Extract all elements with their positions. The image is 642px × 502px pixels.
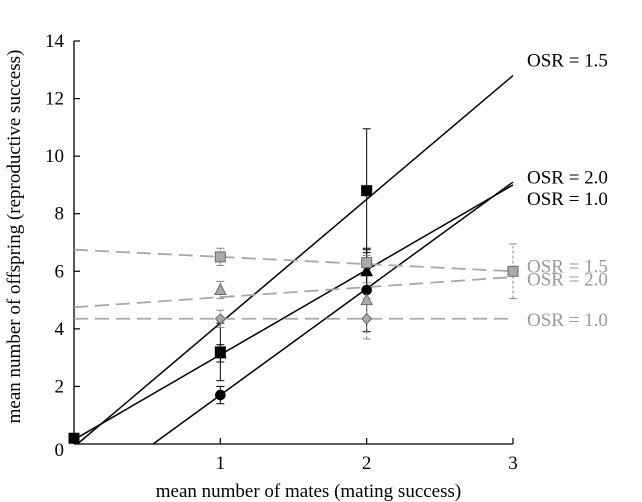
series-label: OSR = 1.5 — [527, 257, 608, 278]
axes — [73, 41, 513, 445]
triangle-point — [360, 292, 373, 306]
circle-point — [215, 389, 226, 401]
square-point — [68, 432, 80, 444]
fit-lines — [73, 74, 514, 445]
y-tick-label: 10 — [45, 146, 64, 167]
series-label: OSR = 2.0 — [527, 269, 608, 290]
x-tick-label: 3 — [508, 453, 518, 474]
data-points — [68, 185, 519, 444]
y-axis-label: mean number of offspring (reproductive s… — [4, 50, 25, 424]
fit-line — [73, 276, 514, 309]
square-point — [361, 185, 373, 197]
series-label: OSR = 1.5 — [527, 51, 608, 72]
origin-tick-label: 0 — [55, 440, 65, 461]
triangle-point — [360, 264, 373, 277]
square-point — [507, 265, 519, 277]
fit-line — [73, 248, 514, 273]
y-tick-label: 2 — [55, 376, 65, 397]
square-point — [214, 251, 226, 263]
triangle-point — [214, 282, 227, 295]
y-tick-label: 6 — [55, 261, 65, 282]
series-label: OSR = 1.0 — [527, 189, 608, 210]
square-point — [361, 257, 373, 269]
diamond-point — [214, 313, 227, 325]
x-axis-label: mean number of mates (mating success) — [156, 481, 461, 502]
x-tick-label: 2 — [362, 453, 372, 474]
y-tick-label: 4 — [55, 319, 65, 340]
fit-line — [152, 181, 514, 445]
y-tick-label: 12 — [45, 89, 64, 110]
series-label: OSR = 1.0 — [527, 310, 608, 331]
y-tick-label: 8 — [55, 204, 65, 225]
x-tick-label: 1 — [216, 453, 226, 474]
y-tick-label: 14 — [45, 31, 65, 52]
fit-line — [73, 184, 514, 441]
diamond-point — [360, 313, 373, 325]
triangle-point — [214, 346, 227, 359]
series-label: OSR = 2.0 — [527, 167, 608, 188]
